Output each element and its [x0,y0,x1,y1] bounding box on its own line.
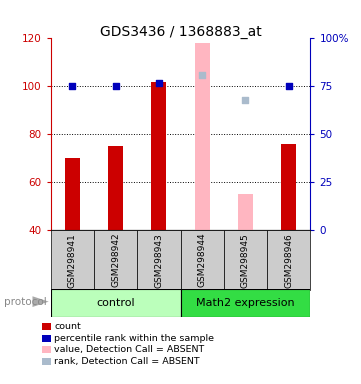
Text: GSM298944: GSM298944 [198,233,206,288]
Bar [94,230,137,290]
Text: GDS3436 / 1368883_at: GDS3436 / 1368883_at [100,25,261,39]
Text: control: control [96,298,135,308]
Bar [65,158,80,230]
Text: value, Detection Call = ABSENT: value, Detection Call = ABSENT [54,345,204,354]
Bar [195,43,210,230]
Bar [224,230,267,290]
Bar [151,81,166,230]
Bar [51,230,94,290]
Bar [281,144,296,230]
Text: protocol: protocol [4,297,46,307]
Text: GSM298945: GSM298945 [241,233,250,288]
Point [199,72,205,78]
Bar [137,230,180,290]
Bar [108,146,123,230]
Text: percentile rank within the sample: percentile rank within the sample [54,334,214,343]
Polygon shape [32,296,49,307]
Text: GSM298941: GSM298941 [68,233,77,288]
Point [69,83,75,89]
Bar [180,230,224,290]
Point [286,83,292,89]
Bar [267,230,310,290]
Point [243,97,248,103]
Point [113,83,118,89]
Text: GSM298943: GSM298943 [155,233,163,288]
Bar [180,289,310,317]
Text: GSM298942: GSM298942 [111,233,120,288]
Bar [51,289,180,317]
Text: count: count [54,322,81,331]
Text: Math2 expression: Math2 expression [196,298,295,308]
Point [156,79,162,86]
Text: GSM298946: GSM298946 [284,233,293,288]
Bar [238,194,253,230]
Text: rank, Detection Call = ABSENT: rank, Detection Call = ABSENT [54,357,200,366]
